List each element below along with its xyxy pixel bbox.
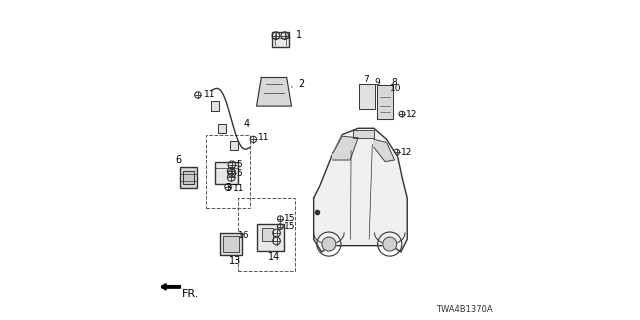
FancyArrow shape	[161, 284, 180, 290]
Bar	[257, 224, 284, 251]
Text: 15: 15	[284, 222, 296, 231]
Bar	[220, 233, 243, 255]
Text: 13: 13	[228, 256, 241, 266]
Text: 10: 10	[390, 84, 401, 93]
Text: 11: 11	[258, 133, 269, 142]
Text: 16: 16	[237, 231, 249, 240]
Polygon shape	[333, 136, 358, 160]
Text: 6: 6	[175, 155, 182, 165]
Text: 7: 7	[363, 75, 369, 84]
Bar	[214, 162, 238, 184]
Bar	[271, 32, 289, 47]
Text: 3: 3	[225, 183, 231, 193]
Text: 9: 9	[374, 78, 380, 87]
Text: 8: 8	[392, 78, 397, 87]
Text: 12: 12	[406, 109, 417, 118]
Text: 11: 11	[233, 184, 244, 193]
Circle shape	[322, 237, 336, 251]
Text: 12: 12	[401, 148, 412, 156]
Bar	[218, 124, 226, 133]
Bar	[237, 198, 294, 271]
Bar	[353, 131, 374, 139]
Bar	[211, 101, 220, 111]
Text: 11: 11	[204, 91, 216, 100]
Polygon shape	[314, 128, 407, 252]
Bar	[230, 141, 239, 150]
Text: 14: 14	[268, 252, 280, 262]
Circle shape	[383, 237, 397, 251]
Bar	[359, 84, 375, 109]
Text: 1: 1	[289, 30, 301, 40]
Bar	[182, 171, 194, 184]
Bar	[262, 228, 273, 241]
Text: 15: 15	[284, 214, 296, 223]
Text: FR.: FR.	[182, 289, 200, 299]
Bar	[180, 167, 197, 188]
Bar	[206, 135, 250, 208]
Text: 5: 5	[237, 169, 243, 178]
Text: 5: 5	[237, 160, 243, 169]
Polygon shape	[377, 85, 393, 119]
Bar	[223, 236, 239, 252]
Polygon shape	[257, 77, 291, 106]
Text: 2: 2	[291, 79, 304, 89]
Polygon shape	[374, 140, 394, 162]
Text: TWA4B1370A: TWA4B1370A	[436, 305, 492, 314]
Text: 4: 4	[244, 118, 250, 129]
